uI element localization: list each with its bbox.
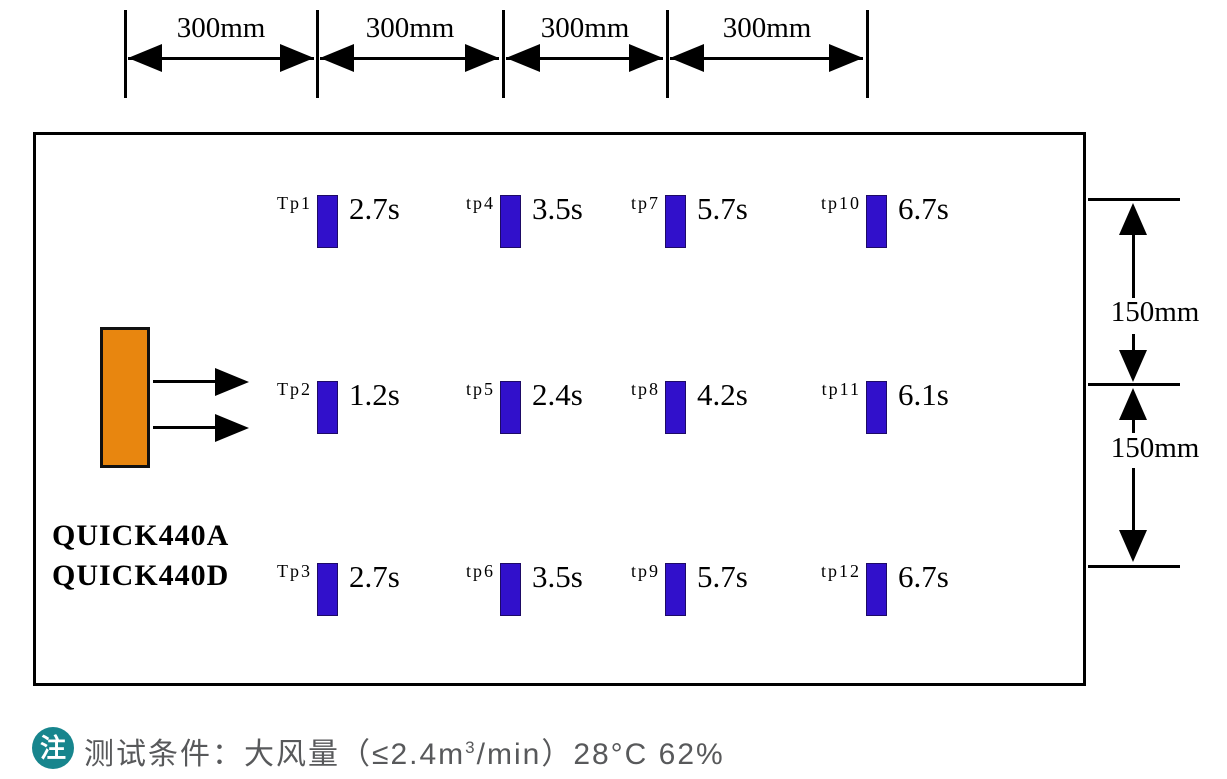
device-model-names: QUICK440A QUICK440D — [52, 516, 229, 596]
test-point-tp6: tp6 3.5s — [410, 559, 650, 629]
test-point-tp2: Tp2 1.2s — [227, 377, 467, 447]
arrowhead-down-icon — [1119, 530, 1147, 562]
dim-tick — [502, 10, 505, 98]
arrowhead-up-icon — [1119, 203, 1147, 235]
test-point-tp7: tp7 5.7s — [575, 191, 815, 261]
dim-label-150mm: 150mm — [1110, 432, 1200, 464]
test-point-bar — [317, 381, 338, 434]
note-badge-icon: 注 — [32, 727, 74, 769]
test-point-bar — [317, 195, 338, 248]
test-point-bar — [665, 195, 686, 248]
dim-tick — [124, 10, 127, 98]
device-model-2: QUICK440D — [52, 559, 230, 592]
test-point-value: 3.5s — [532, 559, 583, 594]
note-text-end: /min）28°C 62% — [476, 738, 725, 771]
test-point-label: Tp2 — [277, 379, 312, 399]
test-point-label: Tp1 — [277, 193, 312, 213]
dim-tick — [866, 10, 869, 98]
dim-line — [1132, 232, 1135, 298]
flow-arrow-line — [153, 380, 217, 383]
test-point-tp9: tp9 5.7s — [575, 559, 815, 629]
flow-arrowhead-right-icon — [215, 368, 249, 396]
test-point-tp4: tp4 3.5s — [410, 191, 650, 261]
arrowhead-right-icon — [280, 44, 314, 72]
dim-line — [506, 57, 663, 60]
test-point-bar — [665, 381, 686, 434]
test-point-value: 6.7s — [898, 559, 949, 594]
dim-line — [1132, 468, 1135, 532]
test-point-tp11: tp11 6.1s — [776, 377, 1016, 447]
test-point-bar — [317, 563, 338, 616]
dim-label-150mm: 150mm — [1110, 296, 1200, 328]
test-point-value: 6.1s — [898, 377, 949, 412]
test-point-value: 1.2s — [349, 377, 400, 412]
test-point-tp8: tp8 4.2s — [575, 377, 815, 447]
test-point-label: Tp3 — [277, 561, 312, 581]
test-point-label: tp5 — [465, 379, 495, 399]
arrowhead-left-icon — [506, 44, 540, 72]
arrowhead-right-icon — [829, 44, 863, 72]
arrowhead-up-icon — [1119, 388, 1147, 420]
test-point-value: 6.7s — [898, 191, 949, 226]
test-point-value: 2.7s — [349, 559, 400, 594]
dim-label-300mm: 300mm — [722, 12, 812, 44]
board-outline — [33, 132, 1086, 686]
test-point-value: 4.2s — [697, 377, 748, 412]
test-point-bar — [500, 195, 521, 248]
arrowhead-left-icon — [670, 44, 704, 72]
arrowhead-left-icon — [320, 44, 354, 72]
test-point-bar — [500, 381, 521, 434]
dim-line — [1132, 334, 1135, 352]
test-point-label: tp8 — [630, 379, 660, 399]
arrowhead-right-icon — [629, 44, 663, 72]
test-point-bar — [500, 563, 521, 616]
dim-tick — [666, 10, 669, 98]
dim-tick — [1088, 565, 1180, 568]
arrowhead-left-icon — [128, 44, 162, 72]
dim-tick — [1088, 198, 1180, 201]
device-block — [100, 327, 150, 468]
dim-line — [670, 57, 863, 60]
test-point-value: 5.7s — [697, 191, 748, 226]
note-superscript: 3 — [465, 738, 477, 757]
test-point-tp1: Tp1 2.7s — [227, 191, 467, 261]
test-point-value: 3.5s — [532, 191, 583, 226]
dim-label-300mm: 300mm — [365, 12, 455, 44]
test-point-label: tp12 — [820, 561, 861, 581]
dim-label-300mm: 300mm — [176, 12, 266, 44]
device-model-1: QUICK440A — [52, 519, 230, 552]
test-point-label: tp11 — [821, 379, 861, 399]
dim-label-300mm: 300mm — [540, 12, 630, 44]
test-point-bar — [665, 563, 686, 616]
flow-arrowhead-right-icon — [215, 414, 249, 442]
test-point-value: 5.7s — [697, 559, 748, 594]
test-point-label: tp10 — [820, 193, 861, 213]
dim-line — [320, 57, 499, 60]
test-point-bar — [866, 381, 887, 434]
dim-line — [1132, 417, 1135, 433]
test-point-bar — [866, 195, 887, 248]
note-text: 测试条件：大风量（≤2.4m3/min）28°C 62% — [84, 729, 725, 773]
flow-arrow-line — [153, 426, 217, 429]
dim-tick — [1088, 383, 1180, 386]
test-point-tp3: Tp3 2.7s — [227, 559, 467, 629]
arrowhead-right-icon — [465, 44, 499, 72]
dim-line — [128, 57, 314, 60]
arrowhead-down-icon — [1119, 350, 1147, 382]
test-point-value: 2.4s — [532, 377, 583, 412]
test-point-label: tp4 — [465, 193, 495, 213]
test-point-label: tp9 — [630, 561, 660, 581]
note-text-main: 测试条件：大风量（≤2.4m — [84, 738, 466, 771]
dim-tick — [316, 10, 319, 98]
test-point-tp12: tp12 6.7s — [776, 559, 1016, 629]
test-point-value: 2.7s — [349, 191, 400, 226]
test-point-bar — [866, 563, 887, 616]
test-point-tp5: tp5 2.4s — [410, 377, 650, 447]
test-point-label: tp7 — [630, 193, 660, 213]
test-point-label: tp6 — [465, 561, 495, 581]
test-point-tp10: tp10 6.7s — [776, 191, 1016, 261]
